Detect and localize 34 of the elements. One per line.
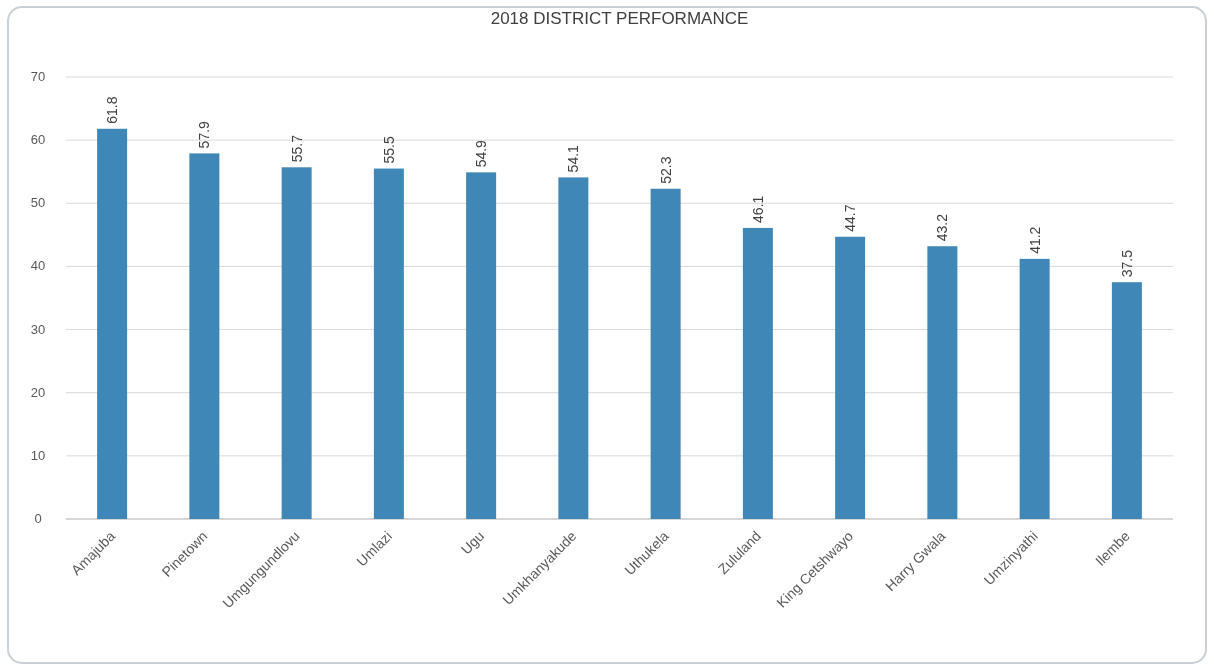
bar xyxy=(189,153,220,519)
bar xyxy=(1111,282,1142,519)
bar xyxy=(835,236,866,519)
data-label: 54.1 xyxy=(565,144,582,173)
y-tick-label: 0 xyxy=(34,511,42,526)
data-label: 57.9 xyxy=(196,120,213,149)
data-label: 44.7 xyxy=(842,204,859,232)
chart-title: 2018 DISTRICT PERFORMANCE xyxy=(490,9,749,28)
data-label: 55.5 xyxy=(380,136,397,164)
y-tick-label: 50 xyxy=(30,195,46,211)
y-tick-label: 10 xyxy=(30,447,46,463)
y-tick-label: 40 xyxy=(30,258,46,274)
bar xyxy=(742,227,773,519)
data-label: 46.1 xyxy=(749,195,766,223)
bar xyxy=(927,246,958,519)
data-label: 54.9 xyxy=(473,139,490,168)
data-label: 61.8 xyxy=(104,96,121,124)
data-label: 52.3 xyxy=(657,156,674,184)
y-tick-label: 20 xyxy=(30,384,46,400)
bar xyxy=(1019,258,1050,519)
data-label: 41.2 xyxy=(1026,226,1043,254)
y-tick-label: 60 xyxy=(30,132,46,148)
data-label: 43.2 xyxy=(934,213,951,242)
y-tick-label: 70 xyxy=(30,69,46,84)
bar xyxy=(650,188,681,519)
data-label: 37.5 xyxy=(1118,249,1135,278)
x-tick-label: Ugu xyxy=(457,527,488,558)
bar xyxy=(373,168,404,519)
y-tick-label: 30 xyxy=(30,321,46,337)
data-label: 55.7 xyxy=(288,134,305,163)
bar xyxy=(97,128,128,519)
bar xyxy=(281,167,312,519)
bar xyxy=(466,172,497,519)
bar xyxy=(558,177,589,519)
